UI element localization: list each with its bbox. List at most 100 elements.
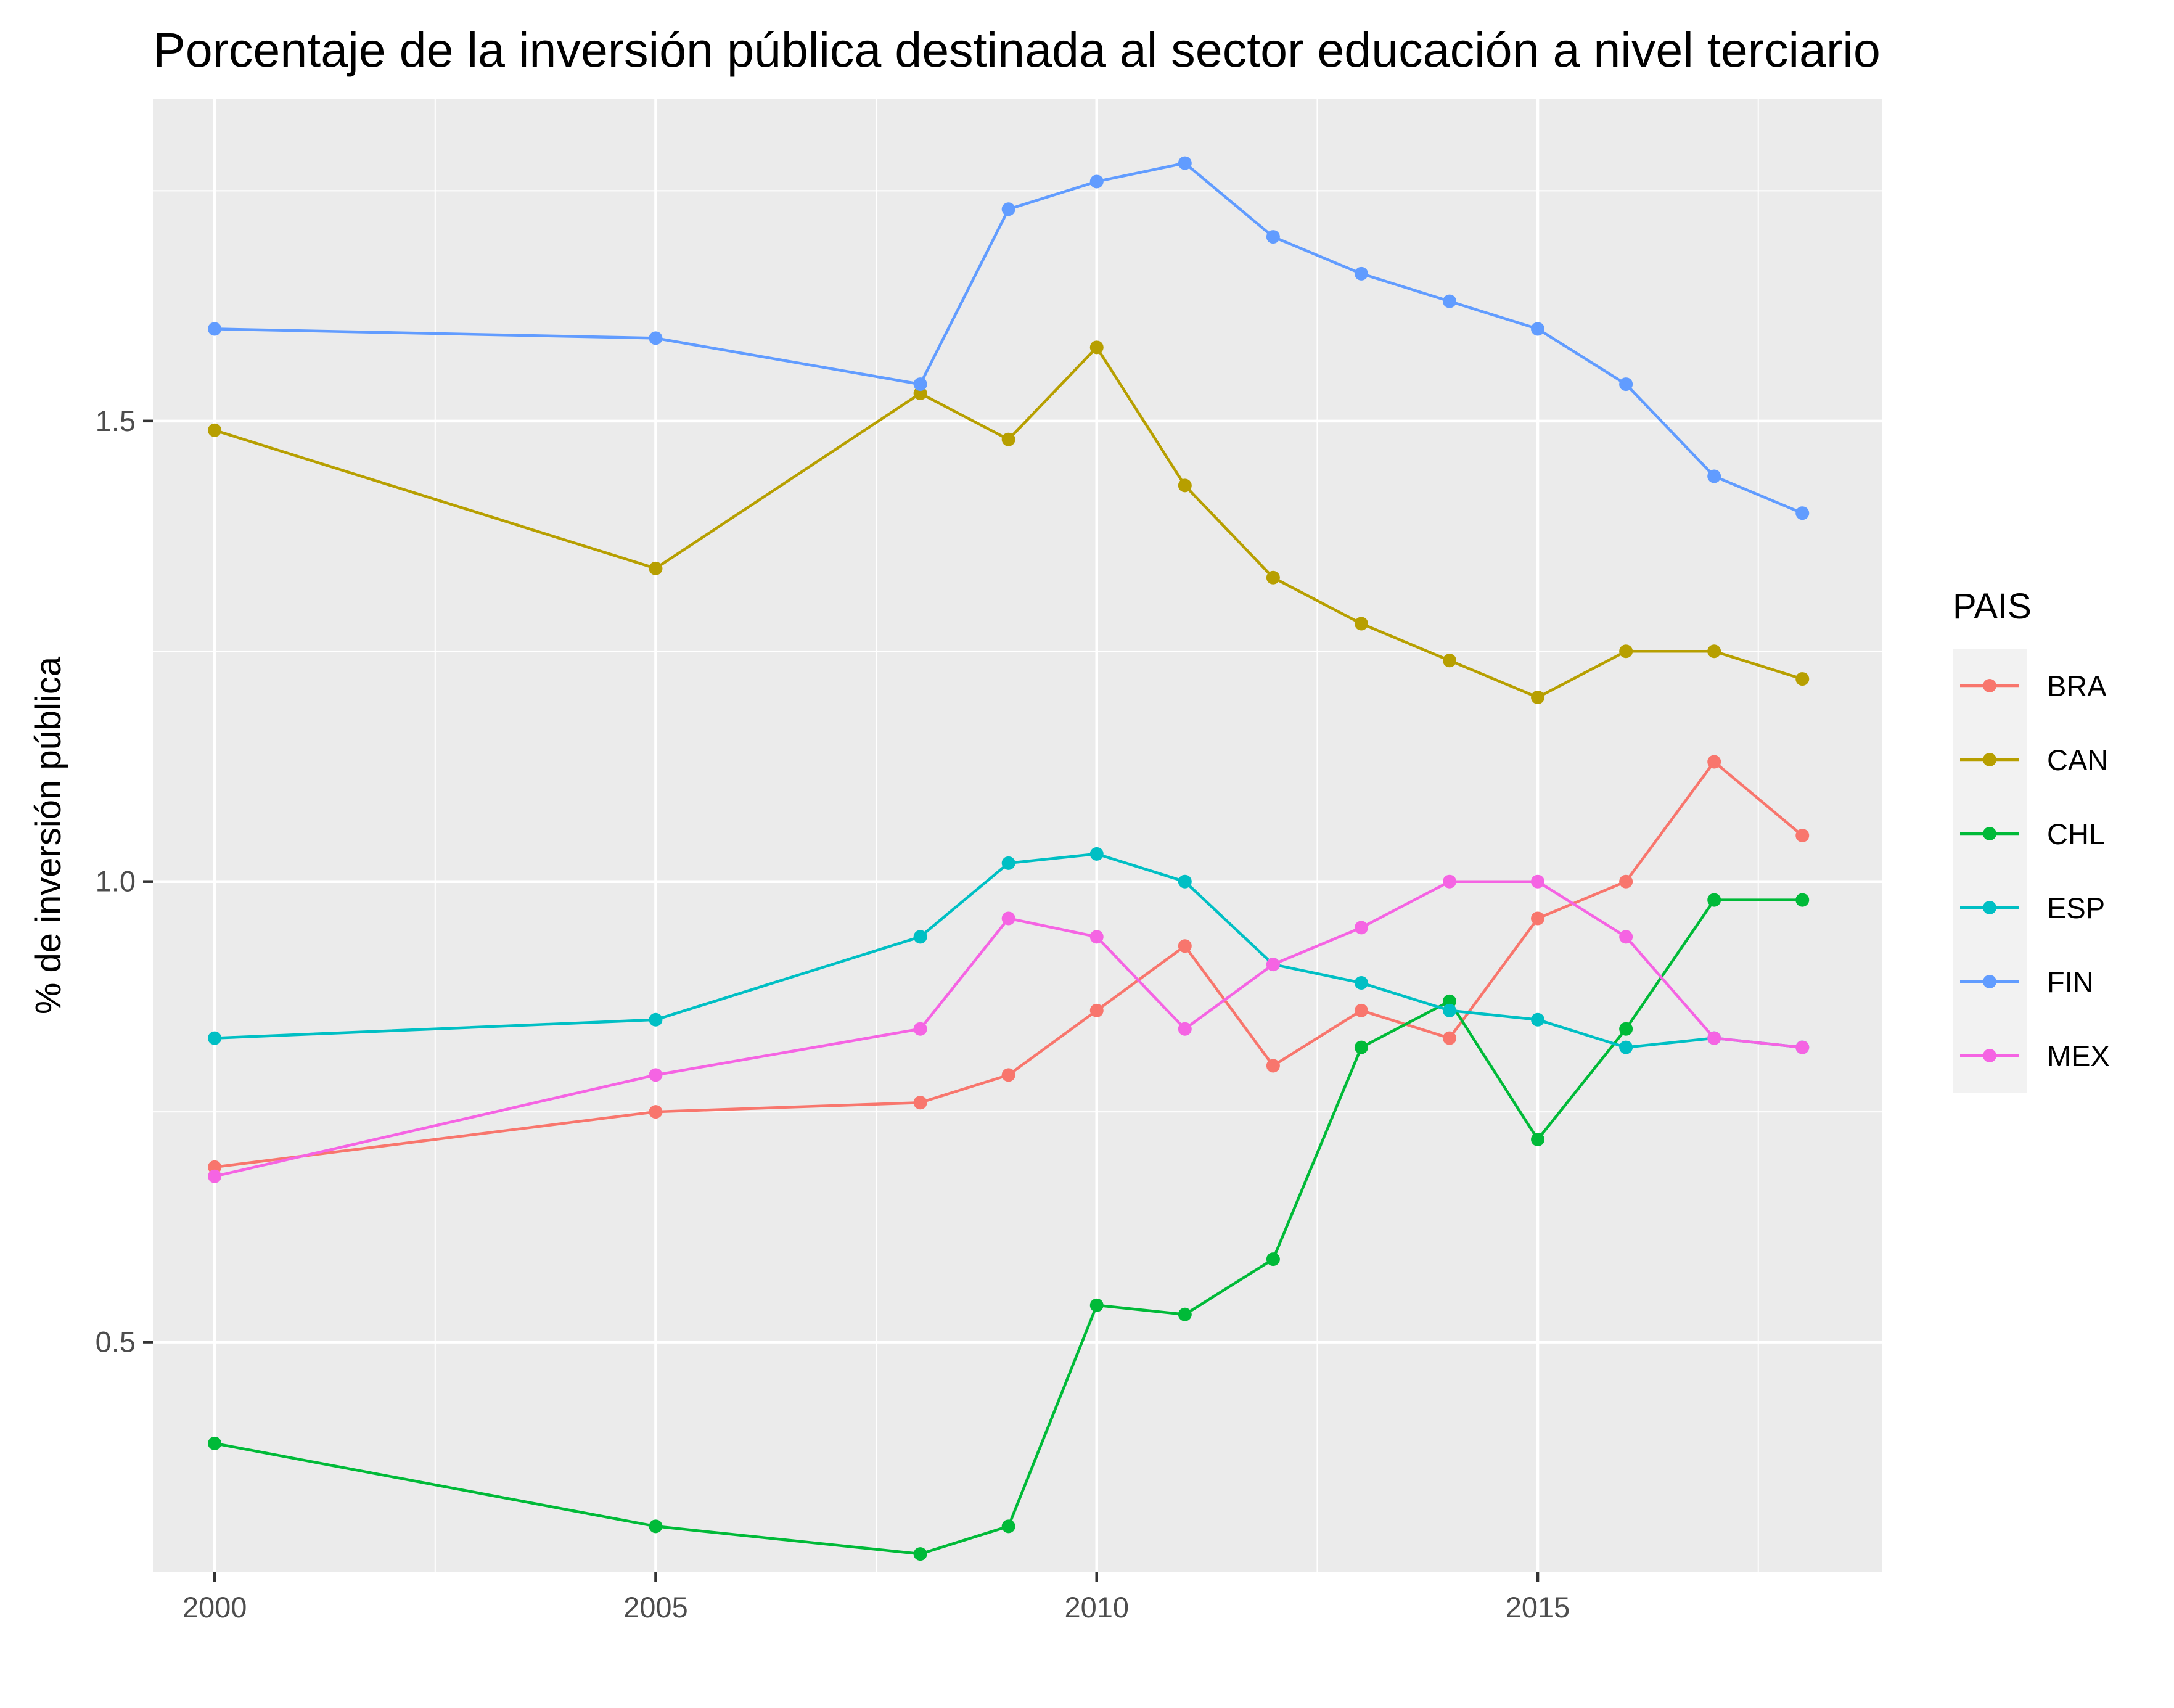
- data-point-bra: [1707, 755, 1721, 769]
- data-point-esp: [1354, 976, 1368, 990]
- legend-key-point: [1983, 679, 1996, 692]
- y-tick-label: 1.5: [96, 404, 136, 437]
- data-point-esp: [208, 1031, 222, 1045]
- data-point-can: [1354, 617, 1368, 631]
- legend-label: FIN: [2047, 966, 2094, 998]
- tick-labels: 2000 2005 2010 2015 0.5 1.0 1.5: [96, 404, 1570, 1624]
- data-point-chl: [649, 1519, 663, 1534]
- legend-key-point: [1983, 1049, 1996, 1062]
- legend-label: ESP: [2047, 892, 2105, 924]
- data-point-bra: [1001, 1068, 1015, 1082]
- x-tick-label: 2005: [623, 1591, 688, 1624]
- plot-panel: [153, 99, 1882, 1572]
- data-point-chl: [1354, 1040, 1368, 1054]
- data-point-mex: [913, 1022, 927, 1036]
- data-point-bra: [1178, 939, 1192, 953]
- data-point-mex: [1443, 874, 1456, 889]
- legend-item-esp: ESP: [1960, 892, 2105, 924]
- x-tick-label: 2000: [183, 1591, 247, 1624]
- data-point-fin: [649, 331, 663, 345]
- data-point-fin: [1443, 294, 1456, 308]
- data-point-bra: [913, 1096, 927, 1110]
- legend-key-point: [1983, 753, 1996, 766]
- legend-label: CHL: [2047, 818, 2105, 850]
- legend-items: BRA CAN CHL ESP FIN MEX: [1960, 670, 2110, 1072]
- data-point-chl: [1001, 1519, 1015, 1534]
- series-bra: [208, 755, 1810, 1174]
- legend-item-can: CAN: [1960, 744, 2108, 776]
- data-point-fin: [1266, 230, 1280, 244]
- data-point-fin: [1178, 156, 1192, 170]
- series-layer: [208, 156, 1810, 1561]
- data-point-chl: [208, 1436, 222, 1450]
- data-point-chl: [1266, 1252, 1280, 1267]
- series-mex: [208, 874, 1810, 1183]
- data-point-can: [1001, 432, 1015, 446]
- data-point-mex: [1001, 911, 1015, 926]
- axis-ticks: [143, 419, 1540, 1582]
- data-point-esp: [1443, 1003, 1456, 1017]
- legend-label: BRA: [2047, 670, 2107, 702]
- data-point-can: [1795, 672, 1810, 686]
- legend-item-fin: FIN: [1960, 966, 2094, 998]
- data-point-mex: [1531, 874, 1545, 889]
- legend-item-chl: CHL: [1960, 818, 2105, 850]
- data-point-esp: [1531, 1012, 1545, 1027]
- data-point-mex: [1178, 1022, 1192, 1036]
- data-point-mex: [1089, 930, 1104, 944]
- data-point-mex: [1354, 921, 1368, 935]
- data-point-fin: [208, 322, 222, 336]
- data-point-bra: [1266, 1059, 1280, 1073]
- data-point-bra: [1619, 874, 1633, 889]
- series-chl: [208, 893, 1810, 1561]
- data-point-bra: [1531, 911, 1545, 926]
- series-can: [208, 340, 1810, 704]
- y-axis-title: % de inversión pública: [28, 656, 68, 1014]
- data-point-can: [1619, 644, 1633, 659]
- data-point-fin: [1354, 266, 1368, 281]
- data-point-chl: [1619, 1022, 1633, 1036]
- data-point-fin: [1089, 174, 1104, 189]
- data-point-esp: [1178, 874, 1192, 889]
- data-point-mex: [649, 1068, 663, 1082]
- data-point-can: [1178, 478, 1192, 493]
- legend-label: CAN: [2047, 744, 2108, 776]
- legend-key-background: [1953, 649, 2027, 1093]
- data-point-esp: [913, 930, 927, 944]
- legend-title: PAIS: [1953, 586, 2032, 626]
- data-point-fin: [1001, 202, 1015, 216]
- data-point-chl: [913, 1547, 927, 1561]
- data-point-mex: [1266, 958, 1280, 972]
- data-point-bra: [1089, 1003, 1104, 1017]
- data-point-can: [1266, 570, 1280, 585]
- data-point-can: [649, 561, 663, 575]
- data-point-chl: [1531, 1132, 1545, 1146]
- data-point-esp: [649, 1012, 663, 1027]
- y-tick-label: 1.0: [96, 865, 136, 898]
- data-point-chl: [1089, 1298, 1104, 1312]
- data-point-esp: [1089, 847, 1104, 861]
- data-point-mex: [208, 1169, 222, 1183]
- y-tick-label: 0.5: [96, 1326, 136, 1358]
- data-point-bra: [1354, 1003, 1368, 1017]
- data-point-chl: [1178, 1307, 1192, 1321]
- data-point-mex: [1619, 930, 1633, 944]
- data-point-fin: [1707, 469, 1721, 483]
- data-point-chl: [1795, 893, 1810, 907]
- data-point-fin: [1795, 506, 1810, 520]
- legend-key-point: [1983, 975, 1996, 988]
- data-point-can: [1707, 644, 1721, 659]
- data-point-bra: [1443, 1031, 1456, 1045]
- minor-gridlines: [153, 99, 1882, 1572]
- data-point-can: [1443, 654, 1456, 668]
- data-point-fin: [1531, 322, 1545, 336]
- data-point-can: [1089, 340, 1104, 355]
- legend-item-mex: MEX: [1960, 1040, 2110, 1072]
- data-point-can: [1531, 690, 1545, 704]
- data-point-fin: [913, 377, 927, 392]
- data-point-fin: [1619, 377, 1633, 392]
- legend-key-point: [1983, 827, 1996, 840]
- x-tick-label: 2010: [1064, 1591, 1129, 1624]
- legend-key-point: [1983, 901, 1996, 914]
